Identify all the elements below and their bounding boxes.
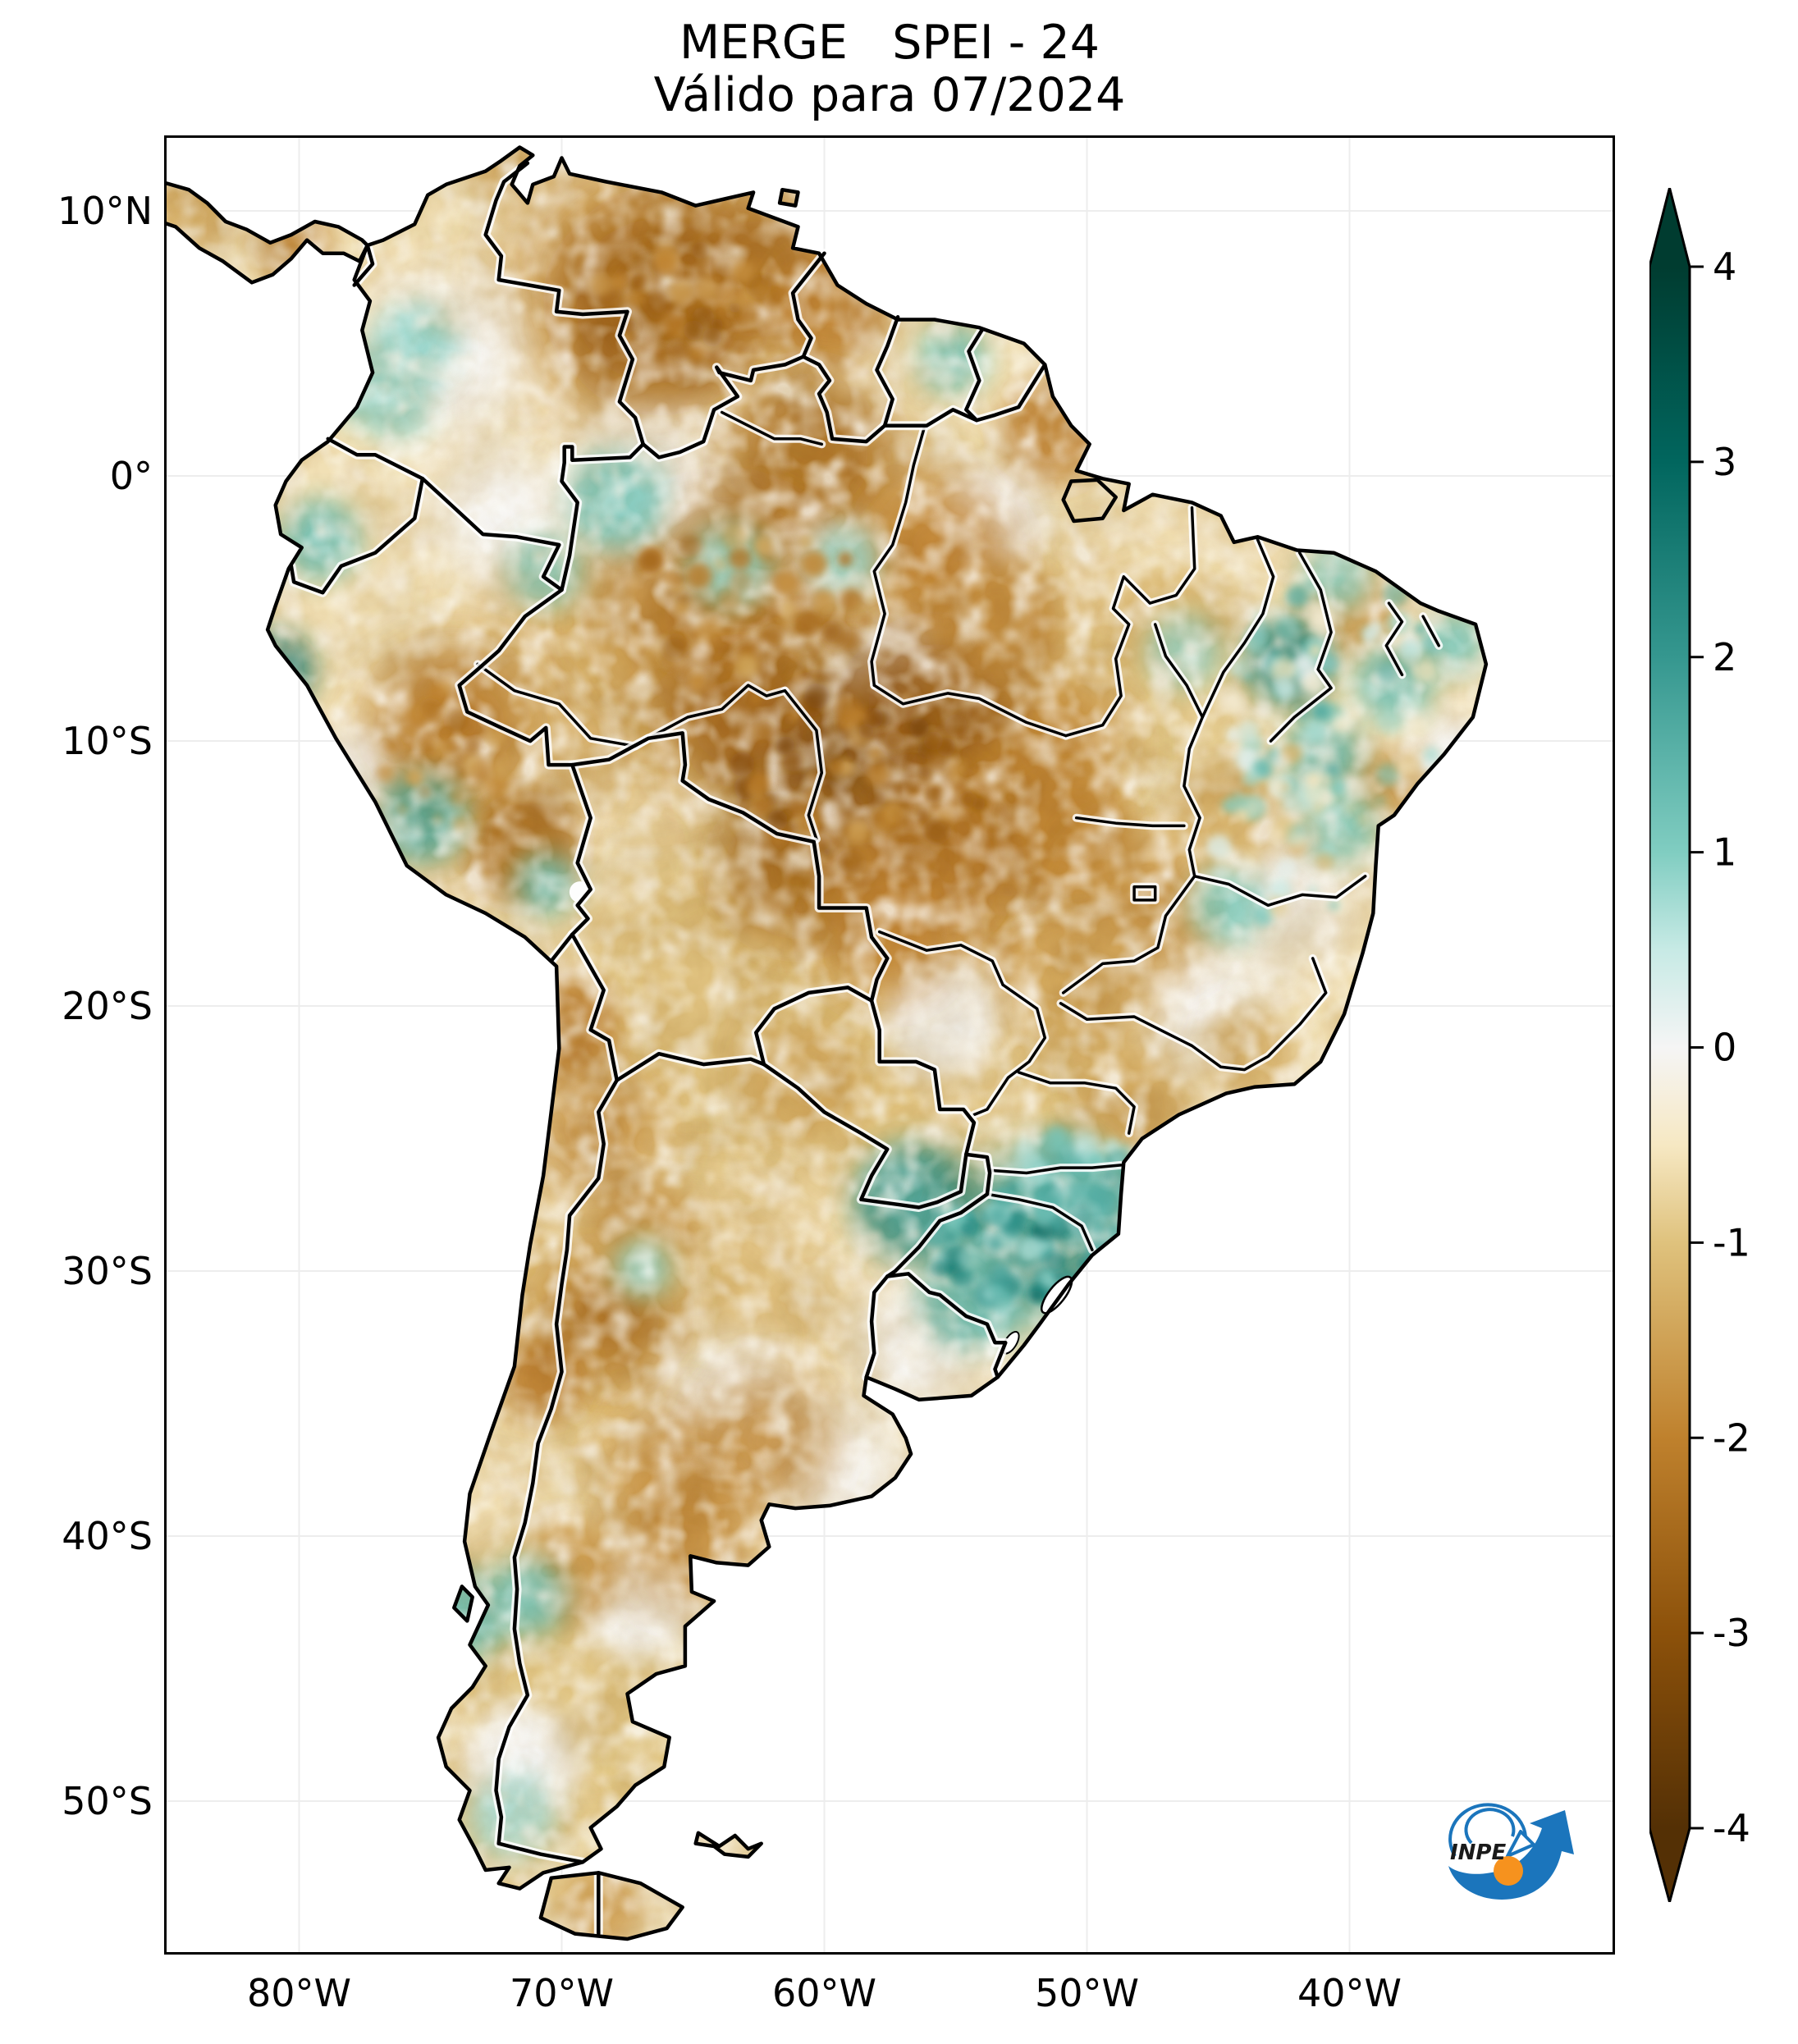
figure-title: MERGE SPEI - 24 <box>679 16 1100 70</box>
colorbar-tick-label: -4 <box>1713 1806 1750 1850</box>
coastline <box>164 145 1489 1941</box>
colorbar-tick-label: 2 <box>1713 635 1736 679</box>
x-tick-label: 40°W <box>1297 1971 1402 2015</box>
lagoa-dos-patos <box>1041 1275 1073 1315</box>
map-frame <box>164 135 1615 1955</box>
y-tick-label: 0° <box>109 454 153 499</box>
colorbar-tick-label: 0 <box>1713 1026 1736 1070</box>
y-tick-label: 20°S <box>62 984 153 1029</box>
colorbar-tick-label: 3 <box>1713 440 1736 484</box>
colorbar-extend-min <box>1649 1828 1690 1902</box>
y-tick-label: 10°N <box>57 189 153 234</box>
colorbar-tick-label: -1 <box>1713 1220 1750 1264</box>
y-tick-label: 40°S <box>62 1514 153 1559</box>
colorbar-tick-label: -2 <box>1713 1415 1750 1460</box>
colorbar-tick-label: -3 <box>1713 1611 1750 1655</box>
country-borders <box>286 158 1050 1939</box>
y-tick-label: 50°S <box>62 1779 153 1824</box>
logo-outer-orbit-icon <box>1448 1803 1528 1858</box>
inpe-logo: INPE <box>1448 1803 1574 1900</box>
logo-text: INPE <box>1450 1841 1506 1865</box>
speckle-cluster <box>376 682 509 832</box>
speckle-cluster <box>624 524 872 704</box>
y-tick-label: 30°S <box>62 1249 153 1294</box>
y-tick-label: 10°S <box>62 719 153 764</box>
colorbar-gradient <box>1649 267 1690 1828</box>
speckle-cluster <box>1206 743 1370 926</box>
x-tick-label: 50°W <box>1034 1971 1139 2015</box>
spei-map <box>164 135 1615 1955</box>
state-borders <box>474 408 1443 1255</box>
speckle-cluster <box>590 240 783 362</box>
colorbar-extend-max <box>1649 188 1690 267</box>
logo-orange-sphere-icon <box>1494 1856 1523 1886</box>
colorbar-tick-label: 4 <box>1713 245 1736 289</box>
x-tick-label: 60°W <box>771 1971 876 2015</box>
logo-orbit-arrowhead-icon <box>1506 1830 1535 1858</box>
logo-swoosh-arrow-icon <box>1448 1810 1574 1900</box>
x-tick-label: 70°W <box>509 1971 614 2015</box>
colorbar-tick-label: 1 <box>1713 830 1736 875</box>
colorbar: 4 3 2 1 0 -1 -2 -3 -4 <box>1649 188 1750 1902</box>
figure-subtitle: Válido para 07/2024 <box>653 68 1126 122</box>
logo-inner-orbit-icon <box>1464 1808 1516 1845</box>
x-tick-label: 80°W <box>246 1971 351 2015</box>
